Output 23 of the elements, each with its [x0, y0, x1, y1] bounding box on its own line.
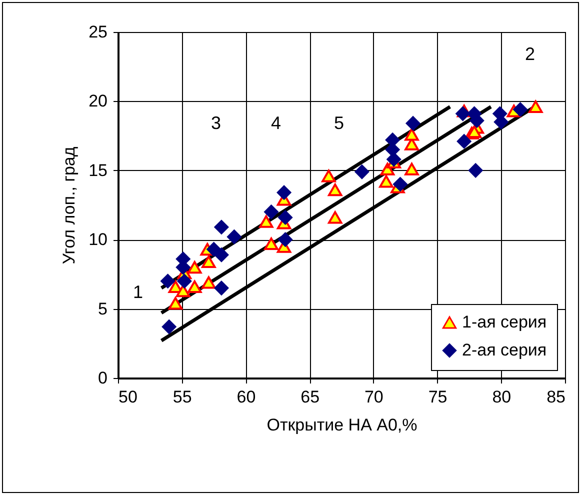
y-tick-label: 10 — [88, 230, 108, 250]
annotation: 3 — [210, 113, 222, 133]
x-tick-label: 70 — [364, 388, 384, 406]
x-tick-label: 80 — [492, 388, 512, 406]
annotation: 2 — [524, 44, 536, 64]
x-tick-label: 50 — [118, 388, 138, 406]
annotation: 5 — [334, 113, 344, 133]
legend-label: 1-ая серия — [462, 312, 547, 332]
y-tick-label: 5 — [98, 299, 108, 318]
x-tick-label: 60 — [236, 388, 256, 406]
x-tick-label: 85 — [546, 388, 566, 406]
y-axis-title: Угол лоп., град — [60, 146, 79, 264]
annotation: 1 — [132, 282, 144, 302]
y-tick-label: 15 — [88, 160, 108, 180]
y-tick-label: 25 — [88, 22, 108, 42]
x-axis-title: Открытие НА А0,% — [266, 416, 418, 434]
x-tick-label: 75 — [428, 388, 448, 406]
x-tick-label: 65 — [300, 388, 320, 406]
y-tick-label: 20 — [88, 92, 108, 111]
legend-label: 2-ая серия — [462, 340, 547, 360]
x-tick-label: 55 — [172, 388, 192, 406]
annotation: 4 — [270, 113, 282, 133]
y-tick-label: 0 — [98, 368, 108, 388]
